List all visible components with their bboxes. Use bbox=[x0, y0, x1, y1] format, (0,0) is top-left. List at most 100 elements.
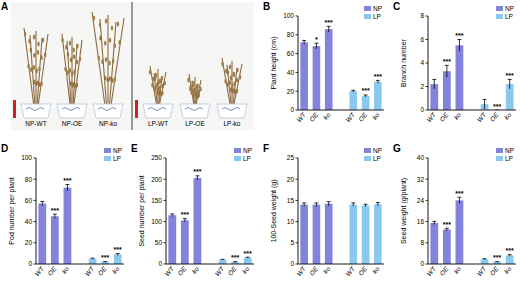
bar bbox=[456, 45, 464, 110]
x-tick-label: ko bbox=[503, 265, 513, 275]
error-bar bbox=[376, 80, 380, 83]
y-tick-label: 6 bbox=[420, 36, 424, 43]
bar bbox=[313, 205, 321, 264]
y-tick-label: 200 bbox=[151, 176, 162, 183]
pod bbox=[61, 37, 63, 42]
x-axis bbox=[428, 110, 516, 111]
photo-bg bbox=[133, 2, 254, 130]
photo-panel: ANP-WTNP-OENP-koLP-WTLP-OELP-ko bbox=[1, 1, 254, 130]
x-tick-label: ko bbox=[190, 265, 200, 275]
legend-swatch bbox=[496, 6, 503, 11]
significance: *** bbox=[455, 190, 463, 197]
pod bbox=[40, 55, 42, 60]
legend-swatch bbox=[364, 156, 371, 161]
error-bar bbox=[302, 40, 306, 44]
pod bbox=[36, 68, 38, 73]
y-tick-label: 16 bbox=[417, 218, 425, 225]
x-tick-label: OE bbox=[227, 265, 239, 277]
error-bar bbox=[364, 95, 368, 97]
pot bbox=[93, 104, 123, 118]
y-tick-label: 100 bbox=[151, 218, 162, 225]
y-tick-label: 20 bbox=[287, 176, 295, 183]
x-tick-label: WT bbox=[344, 264, 357, 277]
y-axis bbox=[428, 16, 429, 110]
x-tick-label: ko bbox=[452, 265, 462, 275]
pod bbox=[111, 25, 113, 30]
marks bbox=[430, 197, 513, 264]
y-tick-label: 0 bbox=[290, 106, 294, 113]
pod bbox=[42, 37, 44, 42]
bar-panel: DPod number per plant020406080100*******… bbox=[1, 143, 124, 277]
legend-swatch bbox=[364, 14, 371, 19]
error-bar bbox=[483, 99, 487, 108]
legend-swatch bbox=[496, 148, 503, 153]
x-tick-label: ko bbox=[371, 111, 381, 121]
pod bbox=[109, 38, 111, 43]
marks bbox=[38, 185, 121, 265]
legend-label: LP bbox=[373, 13, 381, 20]
error-bar bbox=[351, 90, 355, 92]
panel-letter: B bbox=[263, 1, 270, 12]
y-axis bbox=[36, 158, 37, 264]
y-axis-label: Branch number bbox=[400, 38, 407, 87]
significance: *** bbox=[506, 72, 514, 79]
bar-panel: GSeed weight (g/plant)0816243240********… bbox=[393, 143, 516, 277]
bar bbox=[51, 216, 59, 264]
pod bbox=[71, 71, 73, 76]
y-tick-label: 8 bbox=[420, 12, 424, 19]
error-bar bbox=[457, 40, 461, 52]
pod bbox=[199, 86, 201, 91]
pod bbox=[73, 47, 75, 52]
bar bbox=[300, 42, 308, 110]
pod bbox=[224, 78, 226, 83]
photo-bg bbox=[11, 2, 131, 130]
bar bbox=[168, 215, 176, 264]
pod bbox=[109, 76, 111, 81]
plant bbox=[217, 58, 247, 118]
pod bbox=[44, 52, 46, 57]
y-tick-label: 4 bbox=[420, 59, 424, 66]
pod bbox=[105, 57, 107, 62]
y-tick-label: 0 bbox=[420, 260, 424, 267]
pod bbox=[33, 53, 35, 58]
significance: *** bbox=[361, 87, 369, 94]
legend-swatch bbox=[104, 148, 111, 153]
pod bbox=[114, 77, 116, 82]
y-tick-label: 20 bbox=[25, 239, 33, 246]
error-bar bbox=[508, 79, 512, 88]
error-bar bbox=[364, 204, 368, 207]
pod bbox=[229, 64, 231, 69]
error-bar bbox=[351, 203, 355, 206]
figure: ANP-WTNP-OENP-koLP-WTLP-OELP-koBPlant he… bbox=[0, 0, 520, 284]
y-tick-label: 40 bbox=[417, 154, 425, 161]
pod bbox=[149, 69, 151, 74]
legend-label: NP bbox=[113, 147, 122, 154]
pod bbox=[73, 54, 75, 59]
error-bar bbox=[302, 203, 306, 206]
error-bar bbox=[327, 202, 331, 206]
stem bbox=[30, 35, 35, 104]
bar bbox=[194, 178, 202, 264]
plant bbox=[180, 74, 210, 118]
pod bbox=[38, 66, 40, 71]
marks bbox=[430, 40, 513, 111]
stem bbox=[234, 64, 242, 104]
pod bbox=[155, 84, 157, 89]
pod bbox=[27, 63, 29, 68]
pod bbox=[233, 71, 235, 76]
significance: * bbox=[315, 36, 318, 43]
y-tick-label: 24 bbox=[417, 197, 425, 204]
x-tick-label: WT bbox=[425, 264, 438, 277]
pod bbox=[195, 89, 197, 94]
stem bbox=[227, 65, 231, 104]
x-tick-label: ko bbox=[322, 111, 332, 121]
plant bbox=[57, 34, 87, 118]
pod bbox=[118, 40, 120, 45]
bar bbox=[362, 205, 370, 264]
stem bbox=[35, 31, 36, 104]
scale-bar bbox=[135, 100, 138, 118]
panel-letter: D bbox=[1, 143, 8, 154]
pod bbox=[69, 40, 71, 45]
x-axis bbox=[36, 264, 124, 265]
pod bbox=[24, 31, 26, 36]
